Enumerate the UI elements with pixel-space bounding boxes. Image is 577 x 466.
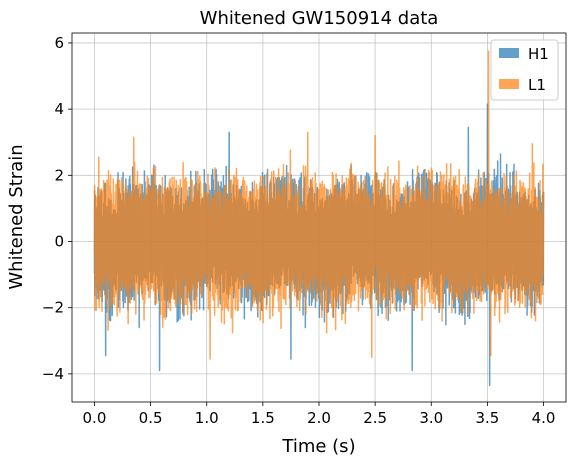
series-layer [93,50,545,387]
y-axis-title: Whitened Strain [6,144,27,289]
legend: H1 L1 [490,39,559,101]
y-tick-label: −4 [42,365,64,383]
y-tick-label: 6 [54,34,64,52]
legend-label-h1: H1 [528,45,549,63]
chart-title: Whitened GW150914 data [200,8,439,29]
y-axis: −4 −2 0 2 4 6 [42,34,72,383]
plot-area [71,32,567,403]
x-axis: 0.0 0.5 1.0 1.5 2.0 2.5 3.0 3.5 4.0 [83,402,556,427]
y-tick-label: 0 [54,232,64,250]
legend-swatch-l1 [499,79,519,89]
x-tick-label: 4.0 [532,409,556,427]
x-tick-label: 3.0 [419,409,443,427]
x-tick-label: 0.5 [139,409,163,427]
legend-label-l1: L1 [528,76,546,94]
x-tick-label: 1.5 [251,409,275,427]
x-tick-label: 0.0 [83,409,107,427]
y-tick-label: −2 [42,299,64,317]
x-tick-label: 2.5 [363,409,387,427]
x-tick-label: 1.0 [195,409,219,427]
y-tick-label: 2 [54,166,64,184]
series-l1-line [93,50,545,360]
x-tick-label: 2.0 [307,409,331,427]
x-axis-title: Time (s) [281,436,355,457]
y-tick-label: 4 [54,100,64,118]
legend-swatch-h1 [499,48,519,58]
x-tick-label: 3.5 [475,409,499,427]
